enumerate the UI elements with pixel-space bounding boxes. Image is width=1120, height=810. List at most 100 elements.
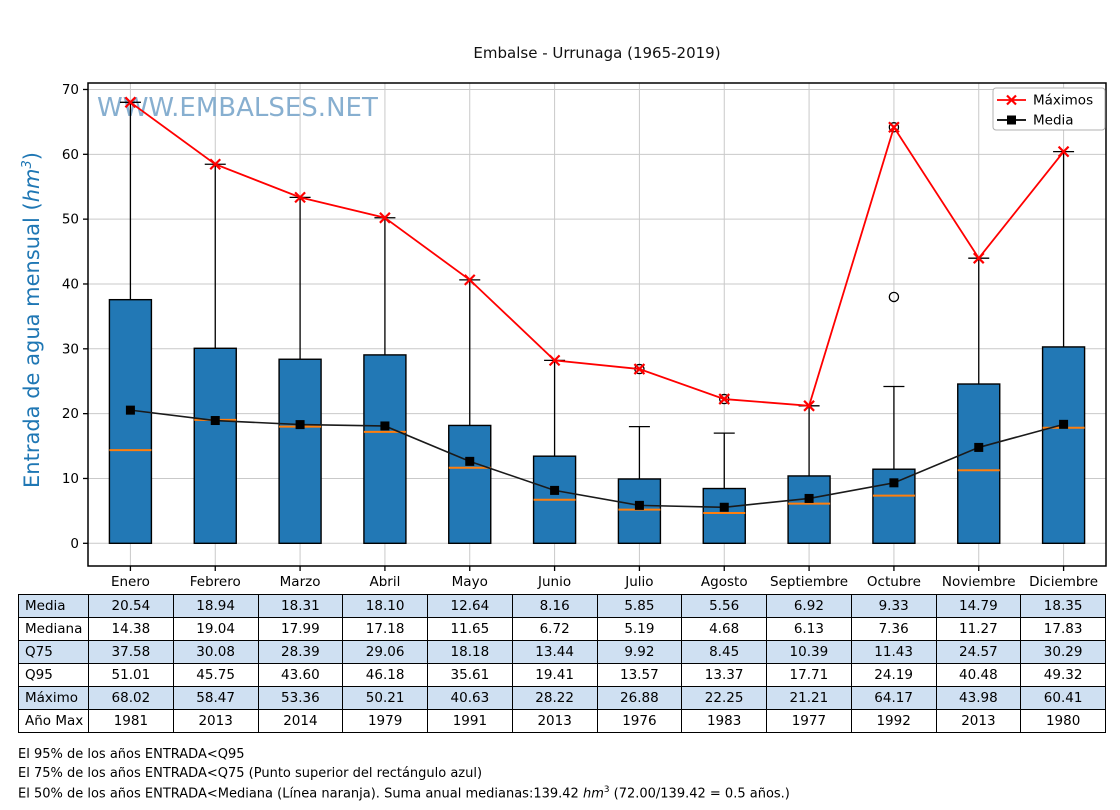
media-marker [889, 478, 899, 488]
table-cell: 2013 [511, 709, 598, 733]
table-row: Máximo 68.02 58.47 53.36 50.21 40.63 28.22 26.8… [18, 686, 1106, 710]
y-tick-label: 0 [70, 536, 79, 552]
table-cell: 37.58 [88, 640, 174, 664]
table-cell: 17.83 [1020, 617, 1106, 641]
table-cell: 43.98 [935, 686, 1022, 710]
x-tick-label: Diciembre [1029, 574, 1098, 590]
x-tick-label: Noviembre [942, 574, 1016, 590]
footnote-mediana: El 50% de los años ENTRADA<Mediana (Líne… [18, 785, 790, 801]
box-q75 [702, 487, 746, 545]
box-q75 [957, 383, 1001, 545]
table-cell: 2014 [257, 709, 344, 733]
table-cell: 6.92 [766, 594, 852, 618]
legend-maximos-marker [1006, 94, 1017, 106]
media-line [130, 409, 1064, 509]
table-row-label: Q95 [18, 663, 89, 687]
watermark-text: WWW.EMBALSES.NET [97, 93, 378, 123]
table-cell: 28.22 [511, 686, 598, 710]
maximos-marker [379, 212, 391, 224]
table-cell: 30.29 [1020, 640, 1106, 664]
table-cell: 5.19 [596, 617, 683, 641]
x-tick-label: Marzo [280, 574, 321, 590]
table-cell: 64.17 [850, 686, 937, 710]
table-cell: 53.36 [257, 686, 344, 710]
maximos-marker [888, 121, 900, 134]
box-q75 [787, 475, 831, 545]
table-cell: 68.02 [88, 686, 174, 710]
table-cell: 14.79 [935, 594, 1022, 618]
table-cell: 9.33 [850, 594, 937, 618]
box-q75 [193, 347, 237, 545]
maximos-marker [972, 252, 985, 264]
box-q75 [872, 468, 916, 545]
table-cell: 58.47 [172, 686, 259, 710]
table-cell: 35.61 [427, 663, 513, 687]
table-cell: 14.38 [88, 617, 174, 641]
footnote-mediana-suffix: (72.00/139.42 = 0.5 años.) [609, 786, 790, 802]
table-row-label: Máximo [18, 686, 89, 710]
table-cell: 5.56 [681, 594, 767, 618]
media-marker [634, 500, 644, 510]
maximos-marker [294, 191, 306, 204]
table-row: Año Max 1981 2013 2014 1979 1991 2013 1976 1983 1… [18, 709, 1106, 733]
boxplot-chart: WWW.EMBALSES.NET 0 10 20 30 40 50 60 70 Enero Febr… [62, 82, 1107, 590]
y-tick-label: 40 [62, 276, 79, 292]
table-cell: 11.27 [935, 617, 1022, 641]
table-cell: 1977 [766, 709, 852, 733]
footnotes: El 95% de los años ENTRADA<Q95 El 75% de… [18, 747, 790, 805]
table-cell: 1992 [850, 709, 937, 733]
media-marker [719, 502, 729, 512]
table-row-label: Año Max [18, 709, 89, 733]
table-cell: 40.63 [427, 686, 513, 710]
media-marker [804, 493, 814, 503]
table-cell: 8.45 [681, 640, 767, 664]
table-cell: 46.18 [342, 663, 428, 687]
table-cell: 17.18 [342, 617, 428, 641]
box-q75 [278, 358, 322, 545]
table-cell: 30.08 [172, 640, 259, 664]
media-marker [380, 421, 390, 431]
media-marker [210, 416, 220, 426]
maximos-marker [124, 96, 137, 109]
media-marker [974, 442, 984, 452]
table-cell: 1991 [427, 709, 513, 733]
legend-media-marker [1007, 115, 1016, 125]
media-marker [125, 405, 135, 415]
table-cell: 1983 [681, 709, 767, 733]
maximos-marker [209, 158, 222, 171]
y-tick-label: 30 [62, 341, 79, 357]
flier-circle [888, 291, 900, 303]
x-tick-label: Julio [624, 574, 653, 590]
table-cell: 1979 [342, 709, 428, 733]
x-tick-label: Febrero [190, 574, 241, 590]
footnote-mediana-exponent: 3 [603, 785, 610, 795]
maximos-marker [718, 393, 731, 405]
x-tick-label: Junio [537, 574, 571, 590]
table-cell: 28.39 [257, 640, 344, 664]
table-cell: 12.64 [427, 594, 513, 618]
box-q75 [448, 424, 492, 545]
maximos-marker [633, 363, 646, 375]
table-cell: 8.16 [511, 594, 598, 618]
table-cell: 22.25 [681, 686, 767, 710]
table-cell: 24.19 [850, 663, 937, 687]
table-cell: 1981 [88, 709, 174, 733]
table-cell: 2013 [172, 709, 259, 733]
table-cell: 20.54 [88, 594, 174, 618]
x-tick-label: Mayo [452, 574, 488, 590]
table-cell: 24.57 [935, 640, 1022, 664]
maximos-line [129, 101, 1065, 407]
table-cell: 18.10 [342, 594, 428, 618]
box-q75 [108, 298, 153, 545]
media-marker [550, 485, 560, 495]
footnote-mediana-text: El 50% de los años ENTRADA<Mediana (Líne… [18, 786, 583, 802]
box-q75 [617, 478, 662, 545]
table-cell: 17.71 [766, 663, 852, 687]
table-cell: 51.01 [88, 663, 174, 687]
table-cell: 7.36 [850, 617, 937, 641]
table-cell: 5.85 [596, 594, 683, 618]
table-cell: 13.57 [596, 663, 683, 687]
table-cell: 2013 [935, 709, 1022, 733]
table-cell: 26.88 [596, 686, 683, 710]
